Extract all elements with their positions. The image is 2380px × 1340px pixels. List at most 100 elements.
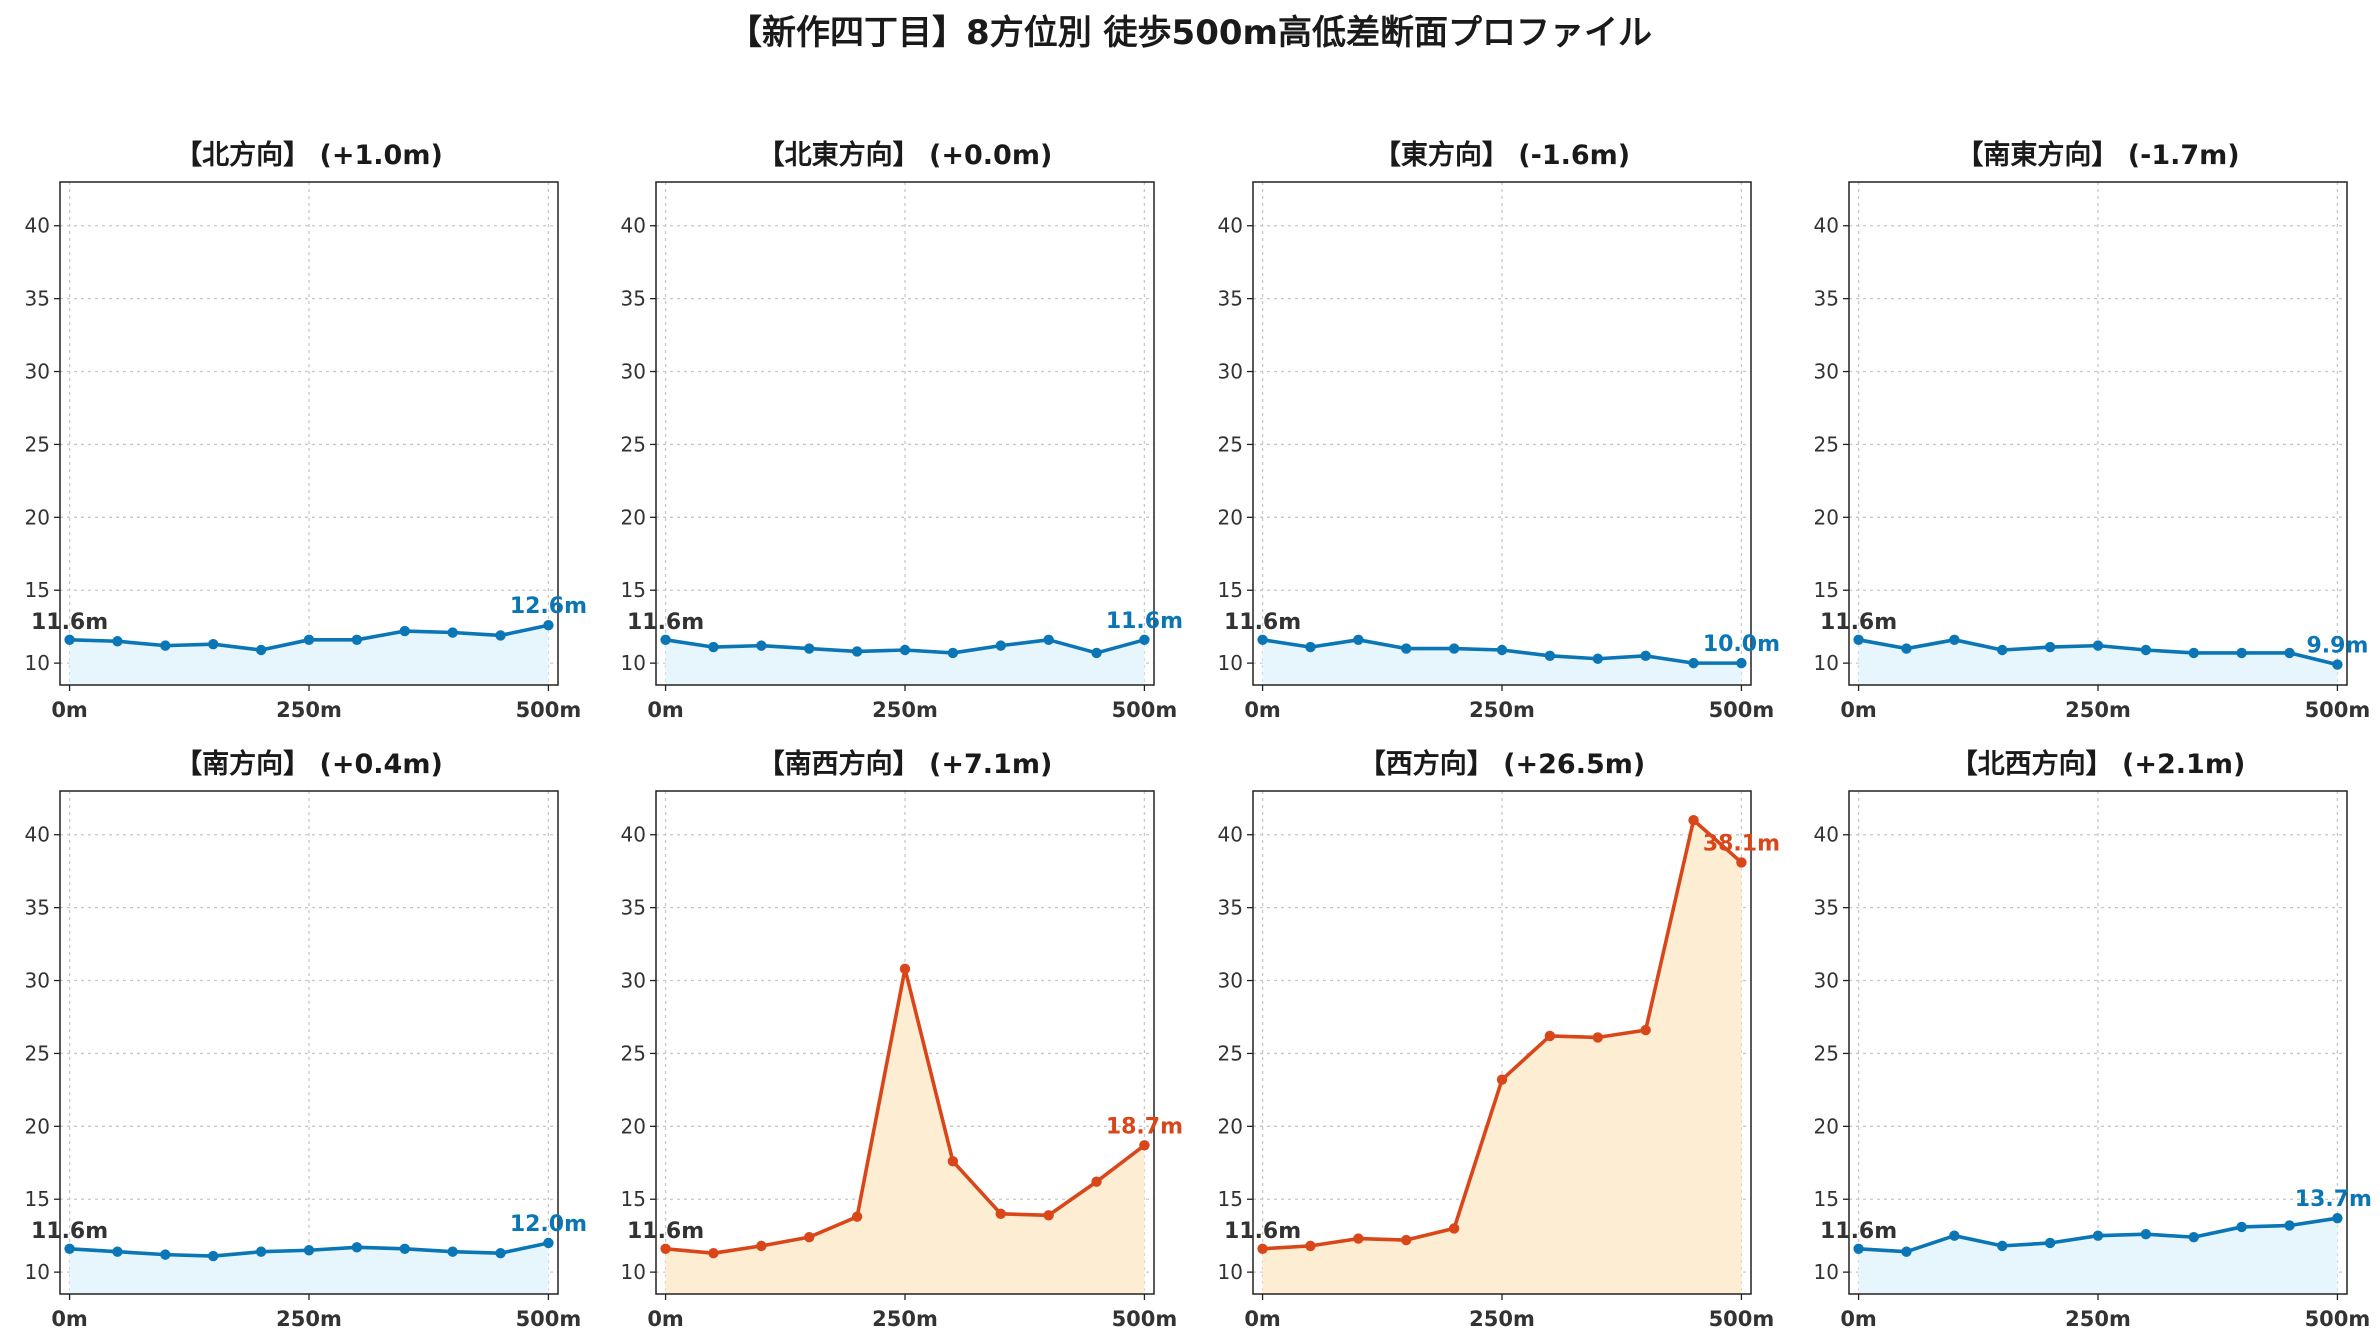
data-point	[351, 634, 363, 646]
data-point	[1139, 1140, 1150, 1151]
data-point	[160, 640, 171, 651]
y-tick-label: 35	[1218, 896, 1243, 920]
x-tick-label: 500m	[516, 1307, 582, 1331]
y-tick-label: 35	[621, 287, 646, 311]
data-point	[851, 646, 863, 657]
y-tick-label: 25	[621, 432, 646, 456]
x-tick-label: 500m	[1709, 698, 1775, 722]
x-tick-label: 250m	[1469, 698, 1535, 722]
x-tick-label: 500m	[516, 698, 582, 722]
panel-title: 【北東方向】 (+0.0m)	[758, 139, 1053, 171]
data-point	[2236, 1221, 2247, 1233]
data-point	[495, 630, 506, 641]
y-tick-label: 30	[1814, 969, 1839, 993]
start-value-label: 11.6m	[1224, 610, 1301, 635]
data-point	[495, 1247, 506, 1259]
data-point	[2188, 647, 2199, 659]
data-point	[2332, 659, 2343, 670]
data-point	[1305, 641, 1316, 653]
panel-title: 【南東方向】 (-1.7m)	[1956, 139, 2239, 171]
end-value-label: 18.7m	[1106, 1114, 1183, 1139]
y-tick-label: 10	[1218, 1260, 1243, 1284]
y-tick-label: 30	[25, 360, 50, 384]
start-value-label: 11.6m	[31, 610, 108, 635]
data-point	[1688, 657, 1699, 669]
series-area	[665, 639, 1145, 685]
data-point	[208, 638, 219, 650]
y-tick-label: 25	[621, 1041, 646, 1065]
data-point	[447, 627, 458, 638]
data-point	[756, 640, 767, 651]
y-tick-label: 35	[621, 896, 646, 920]
panel-title: 【西方向】 (+26.5m)	[1359, 748, 1645, 780]
data-point	[255, 1246, 267, 1257]
y-tick-label: 25	[25, 432, 50, 456]
end-value-label: 13.7m	[2295, 1187, 2372, 1212]
data-point	[1448, 1223, 1460, 1234]
y-tick-label: 10	[25, 1260, 50, 1284]
data-point	[2140, 1229, 2152, 1240]
data-point	[1949, 634, 1960, 646]
y-tick-label: 40	[1218, 214, 1243, 238]
data-point	[1592, 1032, 1603, 1043]
panel-5: 【南西方向】 (+7.1m) 10 15 20 25 30 35 40 0m 250m 500m 11…	[621, 748, 1183, 1331]
y-tick-label: 30	[1814, 360, 1839, 384]
end-value-label: 11.6m	[1106, 609, 1183, 634]
start-value-label: 11.6m	[1224, 1219, 1301, 1244]
data-point	[660, 634, 671, 646]
data-point	[1353, 1233, 1364, 1244]
x-tick-label: 0m	[1840, 698, 1877, 722]
data-point	[1496, 1074, 1508, 1085]
data-point	[160, 1249, 171, 1260]
y-tick-label: 15	[621, 578, 646, 602]
data-point	[1901, 1246, 1912, 1257]
data-point	[1043, 1210, 1054, 1221]
data-point	[1592, 653, 1603, 664]
end-value-label: 9.9m	[2306, 634, 2368, 659]
y-tick-label: 25	[25, 1041, 50, 1065]
data-point	[2332, 1212, 2343, 1224]
y-tick-label: 10	[25, 651, 50, 675]
y-tick-label: 20	[25, 505, 50, 529]
data-point	[303, 1245, 315, 1256]
start-value-label: 11.6m	[1820, 610, 1897, 635]
x-tick-label: 0m	[647, 1307, 684, 1331]
panel-title: 【東方向】 (-1.6m)	[1374, 139, 1630, 171]
y-tick-label: 10	[621, 651, 646, 675]
series-area	[1858, 639, 2338, 685]
series-area	[1262, 820, 1742, 1294]
data-point	[851, 1211, 863, 1222]
data-point	[947, 647, 959, 659]
x-tick-label: 250m	[872, 1307, 938, 1331]
data-point	[708, 1247, 719, 1259]
data-point	[995, 640, 1006, 651]
y-tick-label: 35	[1814, 287, 1839, 311]
panel-title: 【南方向】 (+0.4m)	[175, 748, 443, 780]
data-point	[543, 1237, 554, 1249]
y-tick-label: 40	[1218, 823, 1243, 847]
data-point	[2140, 644, 2152, 656]
data-point	[543, 620, 554, 631]
data-point	[1401, 1234, 1412, 1246]
data-point	[708, 641, 719, 653]
end-value-label: 12.6m	[510, 594, 587, 619]
panel-2: 【東方向】 (-1.6m) 10 15 20 25 30 35 40 0m 250m 500m 11.…	[1218, 139, 1780, 722]
data-point	[1401, 643, 1412, 654]
panel-title: 【北方向】 (+1.0m)	[175, 139, 443, 171]
data-point	[447, 1246, 458, 1257]
data-point	[2044, 641, 2056, 653]
start-value-label: 11.6m	[1820, 1219, 1897, 1244]
x-tick-label: 0m	[1244, 1307, 1281, 1331]
y-tick-label: 15	[25, 1187, 50, 1211]
panel-6: 【西方向】 (+26.5m) 10 15 20 25 30 35 40 0m 250m 500m 11…	[1218, 748, 1780, 1331]
x-tick-label: 250m	[276, 1307, 342, 1331]
y-tick-label: 40	[25, 214, 50, 238]
data-point	[208, 1250, 219, 1262]
x-tick-label: 0m	[647, 698, 684, 722]
data-point	[399, 1243, 410, 1255]
data-point	[1997, 1240, 2008, 1252]
end-value-label: 10.0m	[1703, 632, 1780, 657]
y-tick-label: 40	[621, 823, 646, 847]
y-tick-label: 15	[25, 578, 50, 602]
